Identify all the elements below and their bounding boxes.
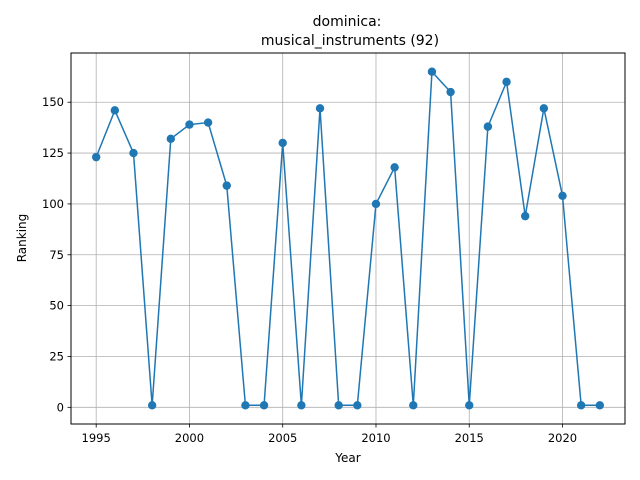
x-tick-label: 2020 bbox=[548, 431, 577, 445]
data-point bbox=[222, 181, 231, 190]
data-point bbox=[297, 401, 306, 410]
data-point bbox=[558, 191, 567, 200]
series-line-group bbox=[91, 67, 605, 410]
x-tick-label: 1995 bbox=[82, 431, 111, 445]
data-point bbox=[91, 152, 101, 162]
data-point bbox=[241, 401, 250, 410]
data-point bbox=[147, 401, 157, 410]
y-tick-label: 0 bbox=[57, 400, 64, 414]
data-point bbox=[353, 401, 362, 410]
data-point bbox=[465, 401, 474, 410]
data-point bbox=[539, 104, 549, 113]
data-point bbox=[315, 104, 325, 113]
data-point bbox=[129, 148, 138, 158]
y-tick-label: 25 bbox=[49, 349, 64, 363]
chart-title-line-1: dominica: bbox=[313, 14, 382, 30]
data-point bbox=[427, 67, 437, 76]
x-axis-label: Year bbox=[334, 451, 360, 465]
data-point bbox=[390, 163, 399, 172]
data-point bbox=[483, 122, 493, 131]
y-tick-label: 100 bbox=[42, 197, 64, 211]
data-point bbox=[334, 401, 343, 410]
data-point bbox=[278, 138, 287, 148]
y-tick-label: 50 bbox=[49, 299, 64, 313]
data-point bbox=[259, 401, 269, 410]
data-point bbox=[595, 401, 605, 410]
plot-frame bbox=[70, 52, 626, 425]
data-point bbox=[185, 120, 194, 129]
data-point bbox=[521, 211, 530, 221]
y-axis: 0 25 50 75 100 125 150 bbox=[42, 95, 71, 414]
data-point bbox=[502, 77, 511, 87]
y-tick-label: 150 bbox=[42, 95, 64, 109]
grid bbox=[71, 53, 625, 424]
x-tick-label: 2005 bbox=[268, 431, 297, 445]
x-tick-label: 2015 bbox=[455, 431, 484, 445]
x-tick-label: 2000 bbox=[175, 431, 204, 445]
data-point bbox=[110, 106, 120, 115]
data-point bbox=[446, 87, 455, 97]
y-tick-label: 125 bbox=[42, 146, 64, 160]
data-point bbox=[409, 401, 418, 410]
data-point bbox=[166, 134, 175, 144]
series-line bbox=[95, 70, 600, 407]
chart-title-line-2: musical_instruments (92) bbox=[261, 33, 439, 49]
data-point bbox=[576, 401, 586, 410]
data-point bbox=[203, 118, 213, 127]
y-axis-label: Ranking bbox=[15, 214, 29, 263]
data-point bbox=[371, 199, 381, 209]
x-tick-label: 2010 bbox=[361, 431, 390, 445]
x-axis: 1995 2000 2005 2010 2015 2020 bbox=[82, 424, 577, 445]
y-tick-label: 75 bbox=[49, 248, 64, 262]
